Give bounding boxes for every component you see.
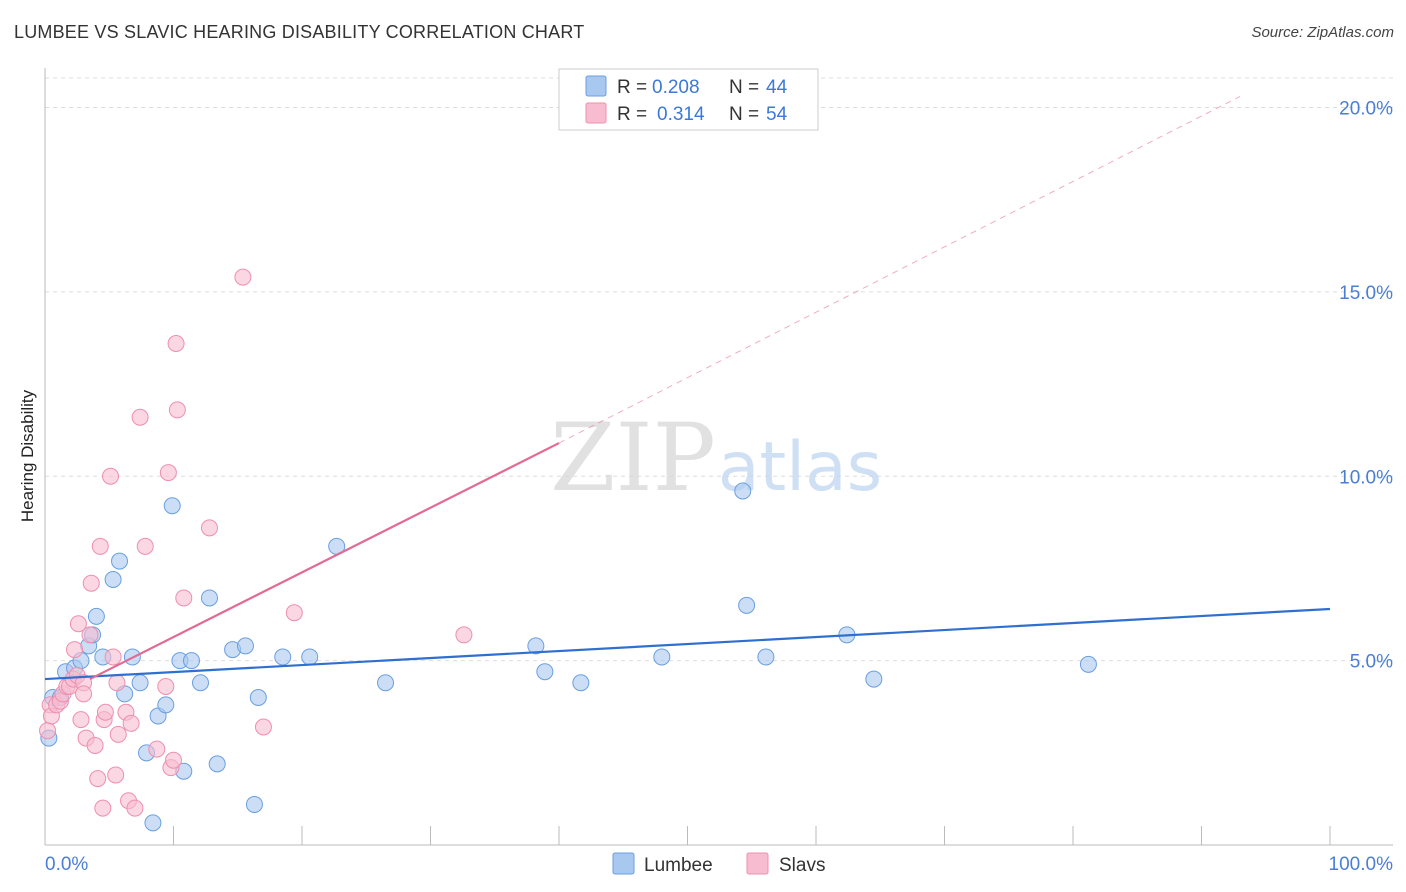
data-point-lumbee bbox=[236, 637, 254, 655]
data-point-lumbee bbox=[527, 637, 545, 655]
data-point-slavs bbox=[200, 519, 218, 537]
data-point-slavs bbox=[175, 589, 193, 607]
data-point-slavs bbox=[285, 604, 303, 622]
x-tick-label: 0.0% bbox=[45, 854, 88, 875]
data-point-slavs bbox=[89, 770, 107, 788]
data-point-lumbee bbox=[738, 596, 756, 614]
data-point-slavs bbox=[254, 718, 272, 736]
data-point-lumbee bbox=[131, 674, 149, 692]
data-points bbox=[39, 268, 1097, 832]
legend-bottom-label-lumbee: Lumbee bbox=[644, 855, 713, 876]
data-point-lumbee bbox=[157, 696, 175, 714]
data-point-slavs bbox=[168, 401, 186, 419]
x-tick-label: 100.0% bbox=[1329, 854, 1394, 875]
legend-r-label-slavs: R = bbox=[617, 104, 647, 125]
legend-top: R = 0.208 N = 44 R = 0.314 N = 54 bbox=[558, 68, 819, 131]
data-point-slavs bbox=[234, 268, 252, 286]
data-point-slavs bbox=[159, 464, 177, 482]
data-point-lumbee bbox=[245, 795, 263, 813]
tick-labels: 5.0% 10.0% 15.0% 20.0% 0.0% 100.0% bbox=[45, 99, 1393, 876]
data-point-slavs bbox=[167, 335, 185, 352]
data-point-slavs bbox=[66, 641, 84, 659]
source-label: Source: ZipAtlas.com bbox=[1251, 24, 1394, 41]
data-point-slavs bbox=[72, 711, 90, 729]
data-point-slavs bbox=[94, 799, 112, 817]
data-point-slavs bbox=[75, 685, 93, 703]
watermark: ZIP atlas bbox=[550, 404, 882, 513]
legend-bottom: Lumbee Slavs bbox=[612, 852, 825, 876]
data-point-slavs bbox=[104, 648, 122, 666]
legend-bottom-swatch-lumbee bbox=[612, 852, 635, 875]
trend-lines bbox=[44, 95, 1331, 681]
legend-bottom-label-slavs: Slavs bbox=[779, 855, 825, 876]
data-point-lumbee bbox=[200, 589, 218, 607]
data-point-lumbee bbox=[104, 571, 122, 588]
y-tick-label: 20.0% bbox=[1339, 99, 1393, 120]
data-point-lumbee bbox=[572, 674, 590, 692]
data-point-lumbee bbox=[734, 482, 752, 500]
data-point-slavs bbox=[122, 714, 140, 732]
y-tick-label: 5.0% bbox=[1350, 652, 1393, 673]
data-point-slavs bbox=[107, 766, 125, 784]
data-point-slavs bbox=[81, 626, 99, 644]
data-point-lumbee bbox=[249, 689, 267, 706]
data-point-lumbee bbox=[208, 755, 226, 773]
data-point-slavs bbox=[102, 467, 120, 485]
data-point-slavs bbox=[96, 703, 114, 721]
y-tick-label: 15.0% bbox=[1339, 283, 1393, 304]
data-point-slavs bbox=[69, 615, 87, 633]
data-point-slavs bbox=[131, 408, 149, 426]
chart-title: LUMBEE VS SLAVIC HEARING DISABILITY CORR… bbox=[14, 22, 585, 42]
data-point-slavs bbox=[126, 799, 144, 817]
gridlines bbox=[45, 77, 1393, 662]
data-point-slavs bbox=[165, 751, 182, 769]
data-point-slavs bbox=[91, 537, 109, 555]
data-point-lumbee bbox=[144, 814, 162, 832]
data-point-lumbee bbox=[191, 674, 209, 692]
data-point-slavs bbox=[39, 722, 57, 740]
trend-extension-slavs bbox=[558, 95, 1241, 444]
data-point-slavs bbox=[136, 537, 154, 555]
data-point-lumbee bbox=[163, 497, 181, 515]
data-point-slavs bbox=[108, 674, 126, 692]
watermark-zip: ZIP bbox=[550, 404, 716, 513]
data-point-slavs bbox=[455, 626, 473, 644]
data-point-lumbee bbox=[274, 648, 292, 666]
data-point-lumbee bbox=[653, 648, 671, 666]
data-point-slavs bbox=[82, 574, 100, 592]
data-point-lumbee bbox=[301, 648, 319, 666]
legend-r-label-lumbee: R = bbox=[617, 77, 647, 98]
data-point-lumbee bbox=[182, 652, 200, 670]
data-point-slavs bbox=[157, 677, 175, 695]
legend-n-value-slavs: 54 bbox=[766, 104, 788, 125]
data-point-lumbee bbox=[87, 607, 105, 625]
data-point-slavs bbox=[86, 736, 104, 754]
data-point-lumbee bbox=[757, 648, 775, 666]
legend-bottom-swatch-slavs bbox=[746, 852, 769, 875]
legend-swatch-slavs bbox=[585, 102, 607, 124]
legend-r-value-slavs: 0.314 bbox=[657, 104, 705, 125]
legend-n-label-lumbee: N = bbox=[729, 77, 759, 98]
legend-r-value-lumbee: 0.208 bbox=[652, 77, 700, 98]
legend-n-value-lumbee: 44 bbox=[766, 77, 788, 98]
trend-line-lumbee bbox=[44, 607, 1331, 681]
data-point-slavs bbox=[109, 725, 127, 743]
y-tick-label: 10.0% bbox=[1339, 467, 1393, 488]
data-point-lumbee bbox=[111, 552, 129, 570]
trend-line-slavs bbox=[89, 442, 560, 681]
data-point-lumbee bbox=[536, 663, 554, 681]
legend-swatch-lumbee bbox=[585, 75, 607, 97]
data-point-lumbee bbox=[865, 670, 883, 688]
legend-n-label-slavs: N = bbox=[729, 104, 759, 125]
data-point-lumbee bbox=[377, 674, 395, 692]
data-point-lumbee bbox=[1079, 655, 1097, 673]
data-point-slavs bbox=[148, 740, 166, 758]
